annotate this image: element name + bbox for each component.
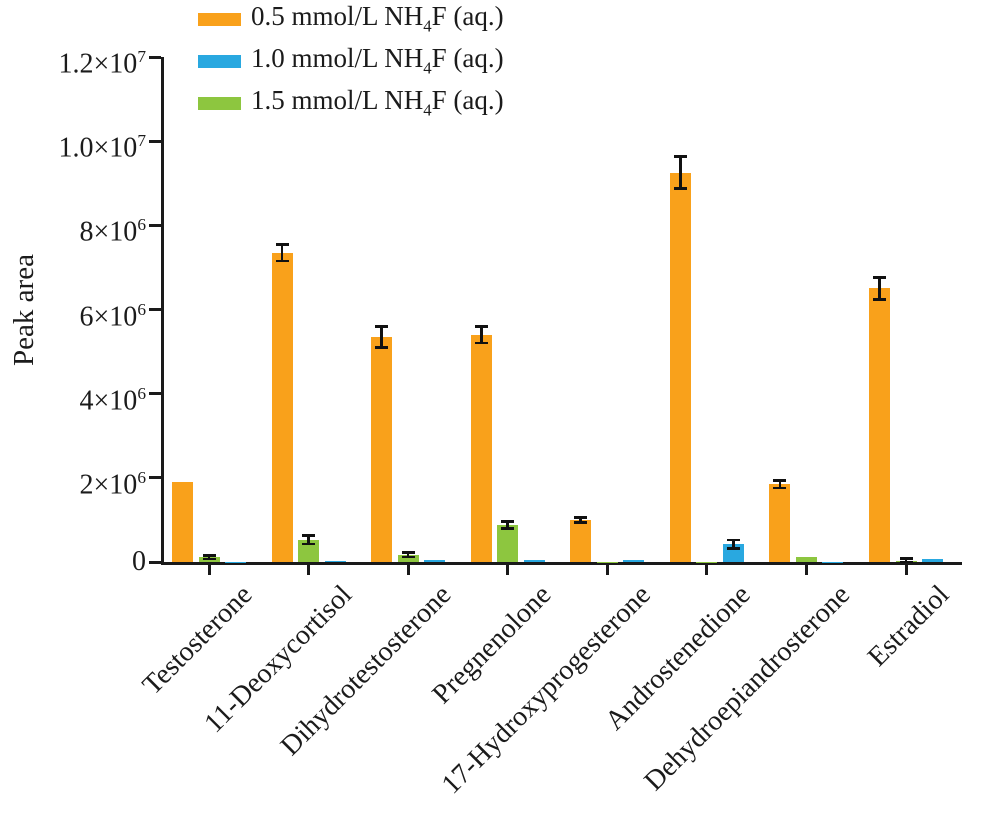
- error-bar-line: [506, 521, 509, 529]
- error-bar-line: [732, 540, 735, 549]
- bar: [271, 252, 293, 562]
- error-bar-cap: [401, 555, 415, 559]
- y-axis-tick: [149, 55, 161, 59]
- bar: [669, 172, 691, 562]
- legend-swatch: [198, 96, 241, 110]
- error-bar-line: [380, 326, 383, 348]
- y-axis-tick: [149, 392, 161, 396]
- error-bar-cap: [474, 341, 488, 345]
- x-axis-tick: [904, 563, 908, 575]
- error-bar-cap: [302, 542, 316, 546]
- bar: [324, 561, 346, 562]
- legend-label: 0.5 mmol/L NH4F (aq.): [251, 1, 504, 36]
- legend-label: 1.5 mmol/L NH4F (aq.): [251, 85, 504, 120]
- error-bar-line: [479, 326, 483, 344]
- x-axis-tick: [605, 563, 609, 575]
- bar: [623, 560, 645, 562]
- x-axis-tick: [207, 563, 211, 575]
- legend: 0.5 mmol/L NH4F (aq.) 1.0 mmol/L NH4F (aq…: [198, 1, 504, 128]
- bar: [470, 334, 492, 562]
- x-axis-tick: [506, 563, 510, 575]
- error-bar-cap: [673, 187, 687, 190]
- error-bar-line: [878, 277, 881, 300]
- legend-item: 1.5 mmol/L NH4F (aq.): [198, 85, 504, 120]
- error-bar-cap: [673, 155, 687, 159]
- error-bar-cap: [773, 479, 787, 482]
- error-bar-cap: [275, 259, 289, 263]
- bar: [497, 524, 519, 562]
- y-axis-tick-label: 2×106: [79, 467, 146, 501]
- error-bar-cap: [574, 516, 588, 519]
- error-bar-cap: [574, 521, 588, 524]
- x-axis-category-label: Dehydroepiandrosterone: [638, 579, 856, 797]
- error-bar-cap: [302, 534, 316, 537]
- x-axis-category-label: Estradiol: [861, 579, 956, 673]
- error-bar-line: [904, 558, 908, 562]
- bar: [922, 559, 943, 562]
- error-bar-cap: [773, 486, 787, 490]
- x-axis-line: [161, 562, 962, 565]
- error-bar-line: [778, 480, 782, 488]
- error-bar-cap: [501, 527, 515, 530]
- bar: [570, 519, 592, 562]
- bar: [869, 288, 890, 562]
- bar: [172, 482, 193, 562]
- bar: [523, 559, 545, 562]
- y-axis-line: [161, 57, 164, 565]
- y-axis-tick-label: 1.0×107: [58, 131, 146, 164]
- y-axis-tick: [149, 560, 161, 564]
- legend-swatch: [198, 12, 241, 26]
- error-bar-cap: [873, 298, 886, 301]
- error-bar-cap: [474, 325, 488, 328]
- error-bar-cap: [873, 276, 886, 279]
- legend-label: 1.0 mmol/L NH4F (aq.): [251, 43, 504, 78]
- bar: [795, 556, 817, 562]
- legend-item: 0.5 mmol/L NH4F (aq.): [198, 1, 504, 36]
- error-bar-line: [307, 535, 310, 544]
- error-bar-line: [579, 517, 583, 523]
- y-axis-tick: [149, 308, 161, 311]
- error-bar-cap: [202, 554, 216, 557]
- error-bar-cap: [401, 551, 415, 555]
- x-axis-category-label: Dihydrotestosterone: [274, 579, 458, 762]
- error-bar-cap: [726, 538, 740, 542]
- legend-swatch: [198, 54, 241, 68]
- y-axis-tick: [149, 223, 161, 227]
- y-axis-title: Peak area: [8, 254, 40, 366]
- error-bar-cap: [375, 346, 389, 349]
- y-axis-tick-label: 0: [132, 546, 146, 577]
- error-bar-line: [207, 555, 211, 560]
- legend-item: 1.0 mmol/L NH4F (aq.): [198, 43, 504, 78]
- error-bar-cap: [501, 520, 515, 523]
- error-bar-cap: [726, 547, 740, 550]
- bar: [371, 336, 393, 562]
- x-axis-tick: [307, 563, 311, 575]
- error-bar-line: [280, 244, 284, 262]
- bar: [424, 560, 446, 562]
- y-axis-tick: [149, 139, 161, 143]
- bar: [397, 554, 419, 562]
- y-axis-tick-label: 6×106: [79, 299, 146, 332]
- x-axis-tick: [406, 563, 410, 575]
- y-axis-tick-label: 4×106: [79, 383, 146, 416]
- error-bar-cap: [202, 557, 216, 561]
- y-axis-tick-label: 1.2×107: [58, 47, 146, 80]
- error-bar-cap: [375, 325, 389, 328]
- bar: [298, 539, 320, 562]
- x-axis-tick: [804, 563, 808, 575]
- bar: [769, 484, 791, 562]
- error-bar-cap: [275, 242, 289, 246]
- x-axis-tick: [705, 563, 709, 575]
- y-axis-tick-label: 8×106: [79, 215, 146, 248]
- error-bar-line: [679, 156, 682, 189]
- plot-area: Peak area 0 2×106 4×106 6×106 8×106 1.0×107 1.…: [8, 47, 962, 800]
- error-bar-cap: [899, 557, 913, 560]
- y-axis-tick: [149, 476, 161, 480]
- error-bar-line: [406, 552, 410, 557]
- error-bar-cap: [899, 560, 913, 564]
